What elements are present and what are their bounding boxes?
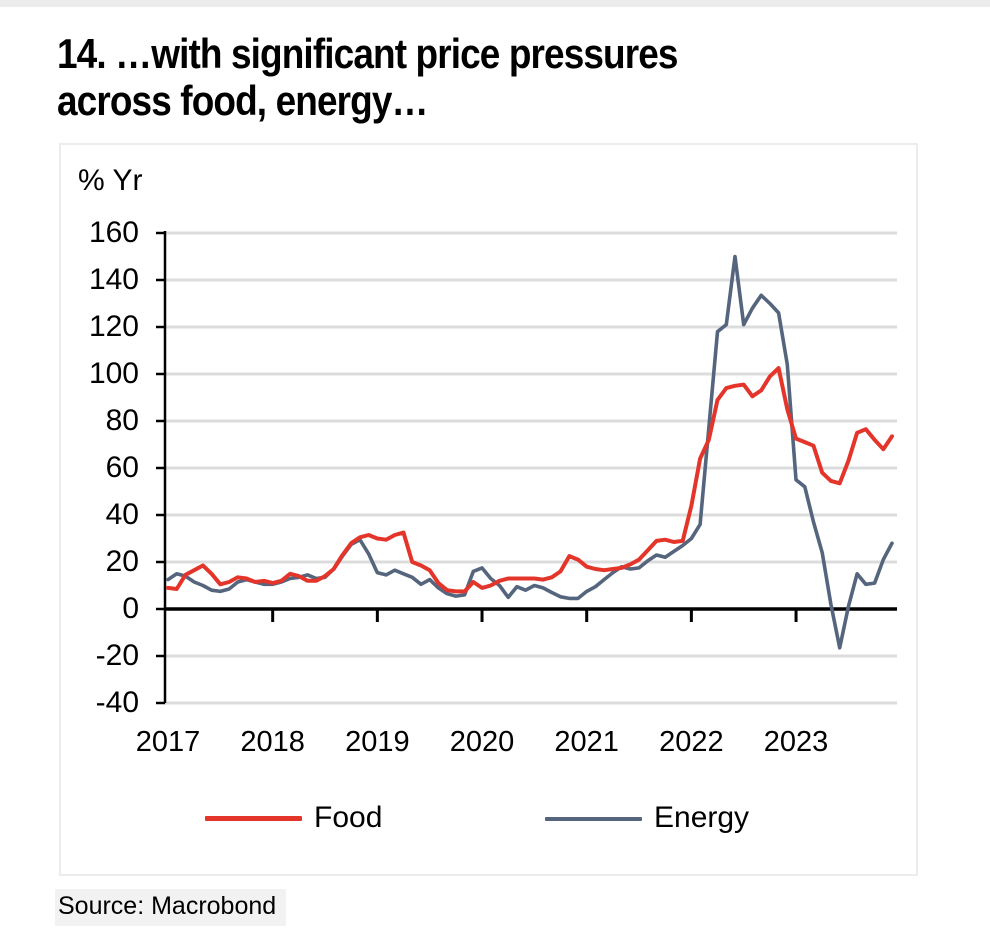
y-axis-label-40: 40 [105, 498, 139, 531]
y-axis-label-120: 120 [88, 310, 139, 343]
y-axis-label-140: 140 [88, 263, 139, 296]
y-axis-label-20: 20 [105, 545, 139, 578]
x-axis-label-2021: 2021 [554, 726, 619, 758]
x-axis-label-2019: 2019 [345, 726, 410, 758]
x-axis-label-2018: 2018 [240, 726, 305, 758]
food-series-line [166, 366, 894, 594]
y-axis-label-80: 80 [105, 404, 139, 437]
y-axis-label-100: 100 [88, 357, 139, 390]
energy-series-line [166, 254, 894, 650]
x-axis-label-2017: 2017 [135, 726, 201, 758]
y-axis-label-0: 0 [122, 592, 139, 625]
chart-title: 14. …with significant price pressures ac… [57, 30, 679, 124]
legend-energy-line-swatch [545, 817, 642, 821]
x-axis-label-2022: 2022 [659, 726, 724, 758]
y-axis-unit-label: % Yr [78, 164, 143, 197]
y-axis-label--40: -40 [95, 686, 139, 719]
legend-food-line-swatch [205, 816, 302, 821]
x-axis-label-2023: 2023 [763, 726, 829, 758]
page-top-edge [0, 0, 990, 7]
y-axis-label-60: 60 [105, 451, 139, 484]
y-axis-label-160: 160 [88, 216, 139, 249]
legend-energy-label: Energy [654, 801, 750, 834]
y-axis-label--20: -20 [95, 639, 139, 672]
legend-food-label: Food [314, 801, 383, 834]
chart-title-line1: 14. …with significant price pressures [57, 30, 679, 77]
chart-title-line2: across food, energy… [57, 77, 428, 124]
x-axis-label-2020: 2020 [449, 726, 515, 758]
source-text: Source: Macrobond [55, 889, 287, 926]
chart-panel [59, 143, 918, 876]
